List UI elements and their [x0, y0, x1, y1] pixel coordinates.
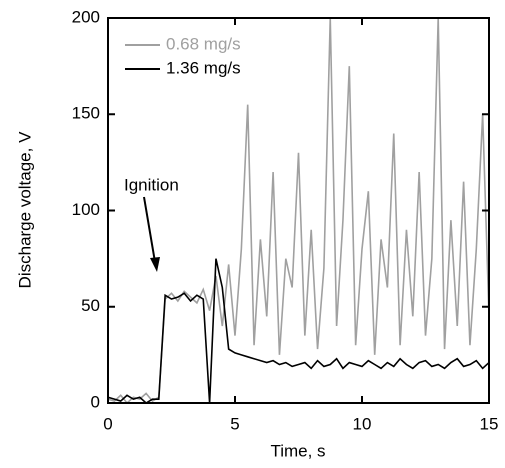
y-tick-label: 100 [72, 200, 100, 219]
x-tick-label: 10 [353, 414, 372, 433]
y-tick-label: 200 [72, 7, 100, 26]
x-tick-label: 5 [230, 414, 239, 433]
x-axis-label: Time, s [270, 441, 325, 460]
y-axis-label: Discharge voltage, V [15, 131, 34, 289]
legend-label: 1.36 mg/s [166, 58, 241, 77]
y-tick-label: 50 [81, 296, 100, 315]
annotation: Ignition [124, 175, 179, 194]
annotation-arrowhead [150, 257, 160, 272]
x-tick-label: 15 [480, 414, 499, 433]
series-line [107, 17, 490, 405]
annotation-arrow [143, 196, 156, 263]
series-line [107, 258, 490, 404]
x-tick-label: 0 [103, 414, 112, 433]
legend-label: 0.68 mg/s [166, 34, 241, 53]
y-tick-label: 150 [72, 104, 100, 123]
y-tick-label: 0 [91, 392, 100, 411]
